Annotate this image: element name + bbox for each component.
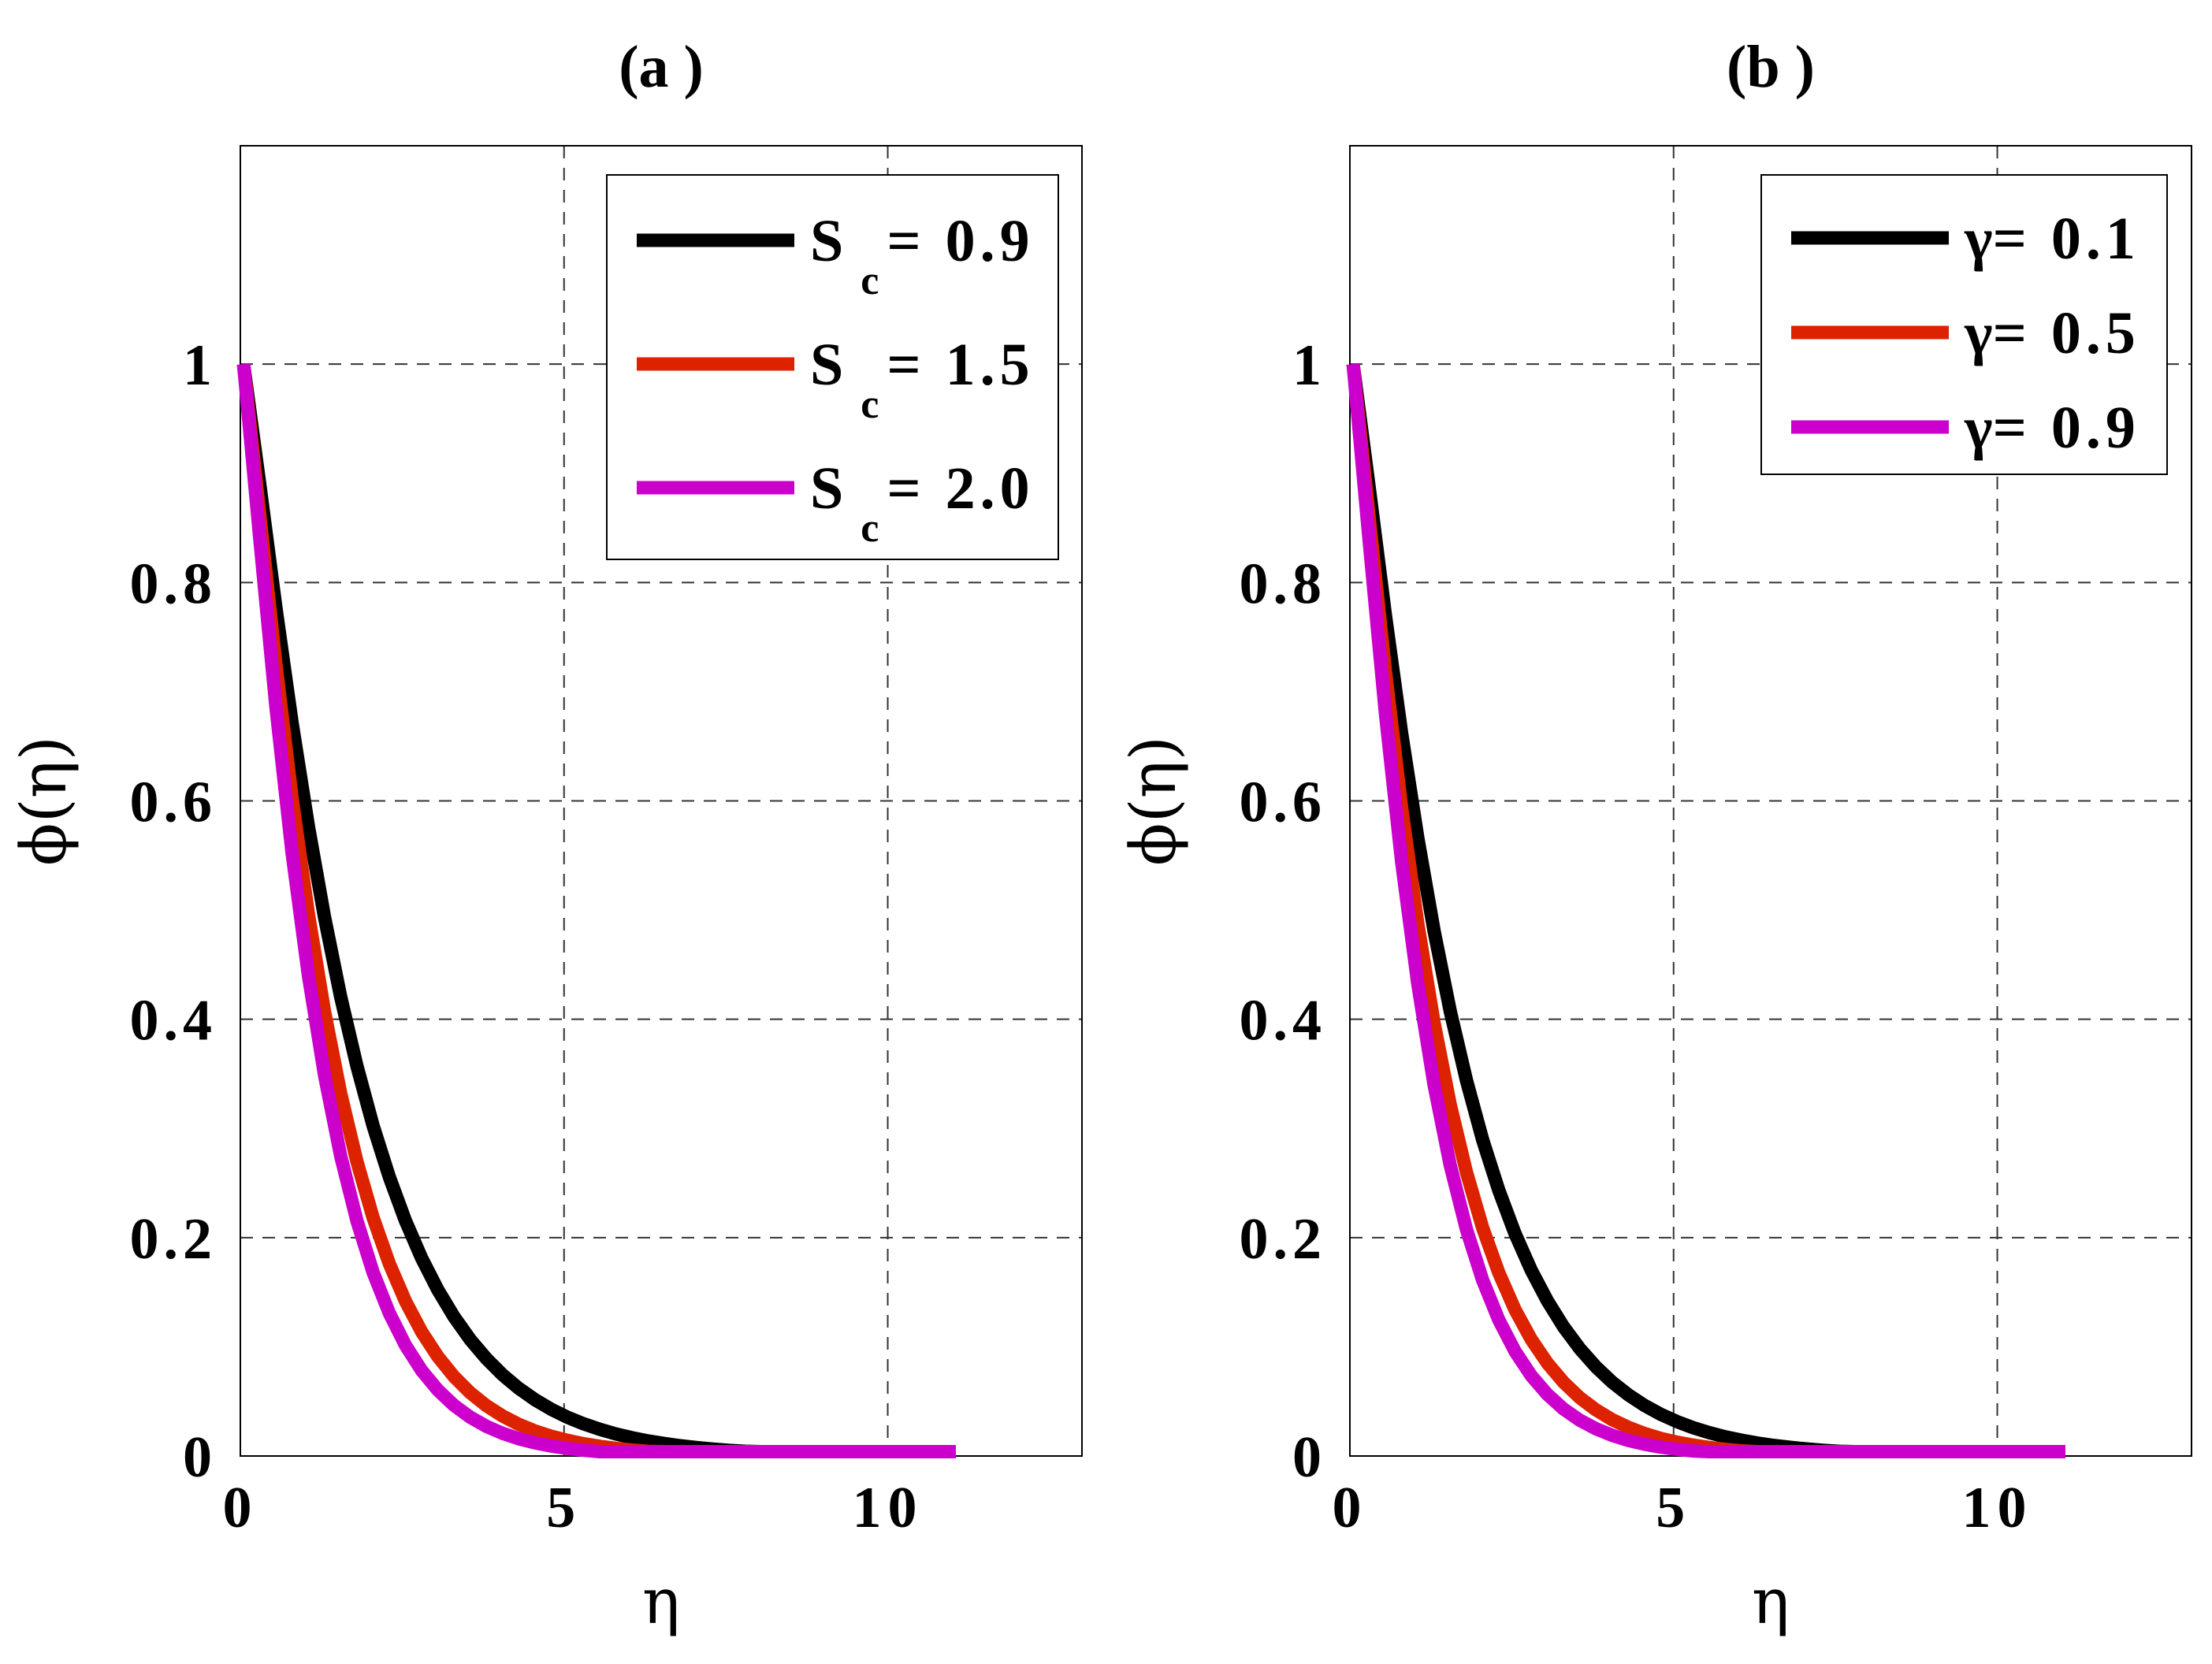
chart-panel-a: (a ) 0 5 10 0 0.2 0.4 0.6 0.8 1 η ϕ(η) Sc= 0.9 Sc= 1.… [7, 34, 1083, 1638]
y-tick-label: 0.8 [1240, 552, 1327, 616]
x-axis-label: η [642, 1565, 680, 1638]
y-axis-label: ϕ(η) [7, 736, 80, 866]
legend: γ= 0.1 γ= 0.5 γ= 0.9 [1760, 174, 2168, 475]
x-tick-label: 5 [546, 1476, 582, 1540]
series-line-1 [1346, 363, 2065, 1458]
series-line-3 [236, 363, 956, 1458]
x-axis-label: η [1752, 1565, 1790, 1638]
series-line-3 [1346, 363, 2065, 1458]
legend-label-1: Sc= 0.9 [810, 208, 1035, 303]
y-axis-label: ϕ(η) [1117, 736, 1190, 866]
y-tick-label: 0.6 [130, 771, 217, 835]
legend-label-3: γ= 0.9 [1964, 395, 2140, 461]
y-tick-label: 0.2 [1240, 1207, 1327, 1272]
y-tick-label: 0.8 [130, 552, 217, 616]
legend: Sc= 0.9 Sc= 1.5 Sc= 2.0 [606, 174, 1059, 560]
y-tick-label: 0.4 [1240, 989, 1327, 1053]
y-tick-label: 1 [183, 333, 217, 398]
y-tick-label: 0.4 [130, 989, 217, 1053]
series-line-2 [1346, 363, 2065, 1458]
y-tick-label: 0.6 [1240, 771, 1327, 835]
x-tick-label: 10 [853, 1476, 924, 1540]
y-tick-label: 0.2 [130, 1207, 217, 1272]
x-tick-label: 0 [223, 1476, 258, 1540]
y-tick-label: 0 [1292, 1425, 1326, 1490]
x-tick-label: 5 [1656, 1476, 1691, 1540]
chart-title: (a ) [619, 34, 704, 100]
chart-title: (b ) [1727, 34, 1815, 100]
y-tick-label: 1 [1292, 333, 1326, 398]
x-tick-label: 0 [1333, 1476, 1368, 1540]
legend-label-2: γ= 0.5 [1964, 300, 2140, 366]
legend-label-3: Sc= 2.0 [810, 455, 1035, 551]
legend-label-2: Sc= 1.5 [810, 332, 1035, 427]
legend-label-1: γ= 0.1 [1964, 206, 2140, 272]
x-tick-label: 10 [1962, 1476, 2033, 1540]
y-tick-label: 0 [183, 1425, 217, 1490]
